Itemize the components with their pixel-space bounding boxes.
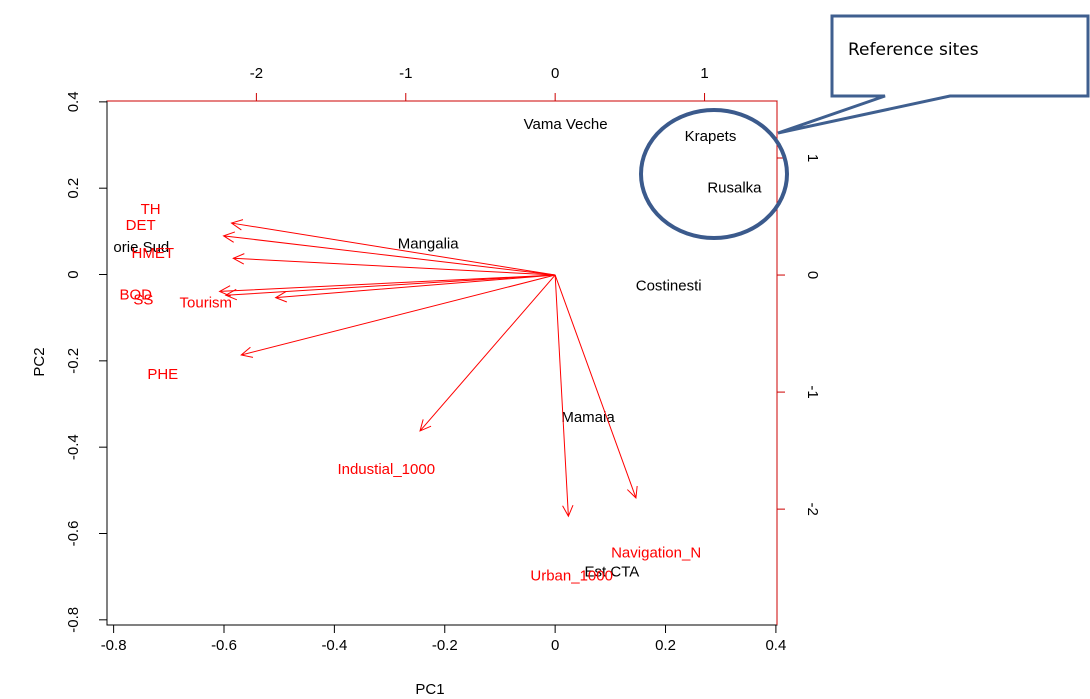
highlight-ellipse <box>639 108 789 240</box>
variable-label: Urban_1000 <box>530 568 613 585</box>
y-tick-label: 0.2 <box>65 178 82 199</box>
loading-arrow <box>240 274 556 358</box>
variable-label: BOD <box>119 287 152 304</box>
y-tick-label: 0.4 <box>65 91 82 112</box>
y-axis-label: PC2 <box>31 347 48 376</box>
loading-arrow <box>419 274 556 432</box>
loading-arrow <box>554 275 574 518</box>
variable-label: TH <box>141 201 161 218</box>
site-label: Vama Veche <box>524 116 608 133</box>
variable-label: SS <box>133 291 153 308</box>
x-tick-label: -0.6 <box>211 637 237 654</box>
variable-label: Industial_1000 <box>337 461 435 478</box>
y-tick-label: -0.4 <box>65 434 82 460</box>
y-tick-label: -0.8 <box>65 607 82 633</box>
x2-tick-label: -2 <box>250 65 263 82</box>
loading-arrow <box>274 274 556 303</box>
loading-arrow <box>554 274 638 500</box>
site-label: Est CTA <box>585 563 640 580</box>
y-tick-label: -0.6 <box>65 521 82 547</box>
y2-tick-label: -2 <box>804 502 821 515</box>
loading-arrow <box>222 231 556 276</box>
y2-tick-label: -1 <box>804 385 821 398</box>
loading-arrow <box>224 274 556 301</box>
variable-label: DET <box>126 217 156 234</box>
x2-tick-label: -1 <box>399 65 412 82</box>
x2-tick-label: 1 <box>700 65 708 82</box>
site-label: Krapets <box>685 128 737 145</box>
site-label: Mangalia <box>398 236 460 253</box>
y-tick-label: 0 <box>65 270 82 278</box>
site-label: Costinesti <box>636 278 702 295</box>
site-label: Mamaia <box>561 409 615 426</box>
x-axis-label: PC1 <box>415 681 444 698</box>
callout-box <box>777 14 1090 135</box>
y-tick-label: -0.2 <box>65 348 82 374</box>
variable-label: Navigation_N <box>611 545 701 562</box>
site-label: orie Sud <box>113 239 169 256</box>
x-tick-label: 0 <box>551 637 559 654</box>
x2-tick-label: 0 <box>551 65 559 82</box>
x-tick-label: -0.8 <box>101 637 127 654</box>
annotation: Reference sites <box>848 40 979 60</box>
site-label: Rusalka <box>707 179 762 196</box>
y2-tick-label: 1 <box>804 154 821 162</box>
y2-tick-label: 0 <box>804 271 821 279</box>
loading-arrow <box>232 253 556 276</box>
x-tick-label: 0.2 <box>655 637 676 654</box>
loading-arrow <box>230 219 556 276</box>
variable-label: PHE <box>147 366 178 383</box>
x-tick-label: -0.2 <box>432 637 458 654</box>
x-tick-label: 0.4 <box>765 637 786 654</box>
variable-label: Tourism <box>180 294 233 311</box>
variable-label: HMET <box>132 245 175 262</box>
x-tick-label: -0.4 <box>321 637 347 654</box>
